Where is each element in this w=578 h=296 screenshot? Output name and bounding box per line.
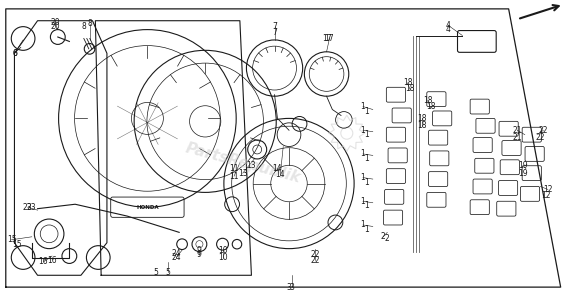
Text: 18: 18 <box>403 78 412 87</box>
Text: 15: 15 <box>7 235 16 244</box>
Text: 10: 10 <box>218 246 227 255</box>
Text: 1: 1 <box>361 221 365 229</box>
Text: 15: 15 <box>13 240 22 249</box>
Text: 4: 4 <box>446 25 450 34</box>
Text: 5: 5 <box>165 268 170 277</box>
Text: 17: 17 <box>325 34 334 43</box>
Text: 11: 11 <box>229 164 239 173</box>
Text: 21: 21 <box>513 133 522 142</box>
Text: 19: 19 <box>518 161 528 170</box>
Text: PartsRepublik: PartsRepublik <box>183 140 302 185</box>
Text: 7: 7 <box>272 22 277 31</box>
Text: 18: 18 <box>406 84 415 93</box>
Text: 9: 9 <box>197 250 202 259</box>
Text: 1: 1 <box>361 102 365 111</box>
Text: 24: 24 <box>172 253 181 262</box>
Text: 18: 18 <box>423 96 432 105</box>
Text: 24: 24 <box>172 249 181 258</box>
Text: 12: 12 <box>542 191 551 200</box>
Text: 22: 22 <box>539 126 548 135</box>
Text: 1: 1 <box>361 197 365 206</box>
Text: 19: 19 <box>518 169 528 178</box>
Text: 9: 9 <box>197 246 202 255</box>
Text: 5: 5 <box>154 268 158 277</box>
Text: 8: 8 <box>87 19 92 28</box>
Text: 4: 4 <box>446 21 450 30</box>
Text: 14: 14 <box>276 170 285 179</box>
Text: 22: 22 <box>310 256 320 265</box>
Text: 23: 23 <box>23 203 32 212</box>
Text: 18: 18 <box>417 121 427 130</box>
Text: 1: 1 <box>365 107 369 115</box>
Text: 2: 2 <box>385 234 390 243</box>
Text: 8: 8 <box>81 22 86 31</box>
Text: 14: 14 <box>273 164 282 173</box>
Text: 3: 3 <box>290 283 294 292</box>
Text: 20: 20 <box>50 18 60 27</box>
Text: 17: 17 <box>322 34 331 43</box>
Text: 16: 16 <box>39 258 48 266</box>
Text: 1: 1 <box>365 154 369 163</box>
Text: 6: 6 <box>12 49 17 58</box>
Text: 13: 13 <box>247 161 256 170</box>
Text: 20: 20 <box>50 22 60 31</box>
Text: 1: 1 <box>365 130 369 139</box>
Text: 12: 12 <box>543 185 553 194</box>
Text: 7: 7 <box>272 28 277 37</box>
Text: 11: 11 <box>229 172 239 181</box>
Text: 2: 2 <box>381 232 386 241</box>
Text: 1: 1 <box>361 173 365 182</box>
Text: 1: 1 <box>365 201 369 210</box>
Text: 23: 23 <box>27 203 36 212</box>
Text: 6: 6 <box>12 49 17 58</box>
Text: 1: 1 <box>361 126 365 135</box>
Text: 16: 16 <box>47 256 57 265</box>
Text: 10: 10 <box>218 253 227 262</box>
Text: 21: 21 <box>513 126 522 135</box>
Text: 22: 22 <box>536 133 545 142</box>
Text: 13: 13 <box>238 169 247 178</box>
Text: 1: 1 <box>365 178 369 186</box>
Text: 22: 22 <box>310 250 320 259</box>
Text: 1: 1 <box>361 149 365 158</box>
Text: 3: 3 <box>287 283 291 292</box>
Text: 1: 1 <box>365 225 369 234</box>
Text: HONDA: HONDA <box>136 205 159 210</box>
Text: 18: 18 <box>417 114 427 123</box>
Text: 18: 18 <box>426 102 435 111</box>
